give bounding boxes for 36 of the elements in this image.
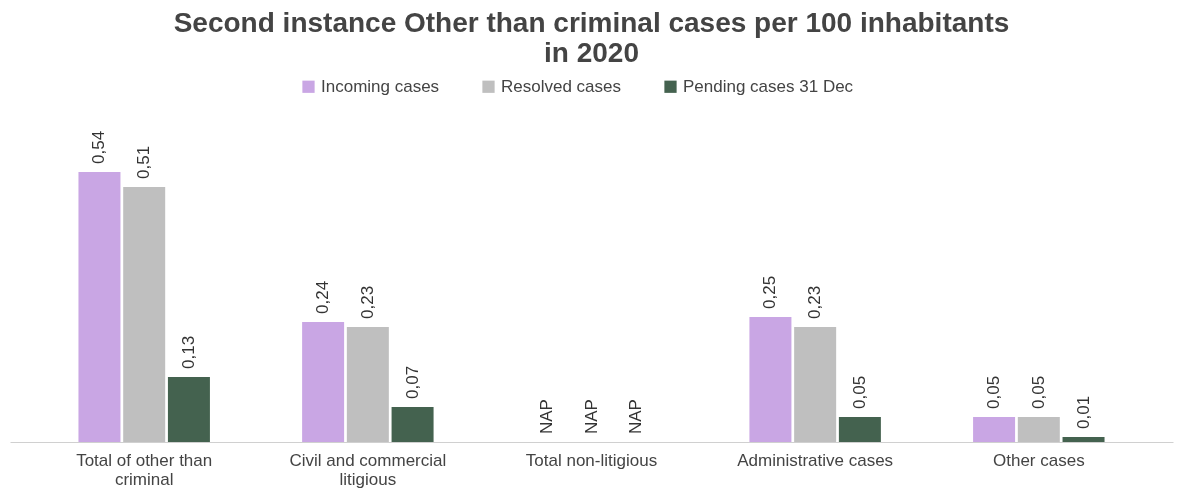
x-tick-label: Other cases <box>992 450 1085 470</box>
bar <box>391 407 434 442</box>
bar <box>973 417 1016 442</box>
chart-title: Second instance Other than criminal cases per 100 inhabitants in 2020 <box>173 7 1010 68</box>
bar <box>1017 417 1060 442</box>
bar <box>346 327 389 442</box>
data-label: 0,05 <box>984 375 1004 409</box>
bar <box>78 172 121 442</box>
legend-label: Incoming cases <box>321 76 440 96</box>
legend-label: Resolved cases <box>501 76 622 96</box>
data-label: 0,05 <box>849 375 869 409</box>
data-label: 0,51 <box>134 145 154 179</box>
bar <box>302 322 345 442</box>
x-tick-label: Total of other than criminal <box>76 450 213 489</box>
bar <box>1062 437 1105 442</box>
x-tick-label: Total non-litigious <box>525 450 658 470</box>
data-label: 0,54 <box>89 130 109 164</box>
data-label: 0,24 <box>313 280 333 314</box>
x-tick-label: Civil and commercial litigious <box>289 450 447 489</box>
x-tick-label: Administrative cases <box>737 450 894 470</box>
data-label: 0,07 <box>402 365 422 399</box>
text: NAP <box>626 399 646 434</box>
bar <box>838 417 881 442</box>
bar <box>167 377 210 442</box>
bar <box>794 327 837 442</box>
bar <box>123 187 166 442</box>
text: NAP <box>536 399 556 434</box>
data-label: 0,13 <box>178 335 198 369</box>
data-label: 0,25 <box>760 275 780 309</box>
legend-label: Pending cases 31 Dec <box>683 76 854 96</box>
data-label: 0,23 <box>357 285 377 319</box>
text: NAP <box>581 399 601 434</box>
bar <box>749 317 792 442</box>
data-label: 0,01 <box>1073 395 1093 429</box>
data-label: 0,05 <box>1028 375 1048 409</box>
data-label: 0,23 <box>805 285 825 319</box>
